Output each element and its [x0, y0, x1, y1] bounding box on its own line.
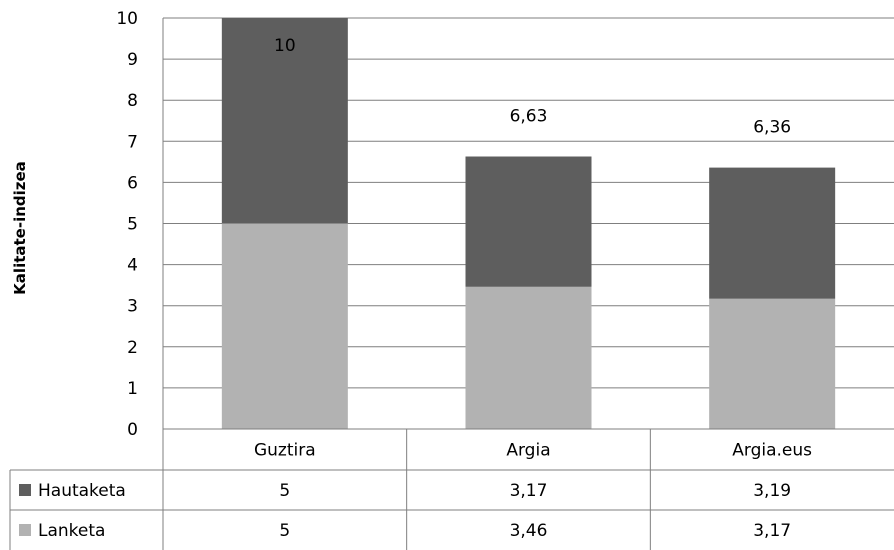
bar-hautaketa	[709, 167, 836, 299]
total-labels: 10 6,63 6,36	[274, 36, 791, 138]
y-tick-label: 7	[127, 132, 138, 152]
y-tick-label: 0	[127, 420, 138, 440]
table-value: 5	[279, 521, 290, 541]
total-label: 6,36	[753, 118, 791, 138]
axes: 0 1 2 3 4 5 6 7 8 9 10	[116, 9, 164, 440]
category-label: Guztira	[254, 441, 316, 461]
total-label: 6,63	[510, 107, 548, 127]
table-value: 3,46	[510, 521, 548, 541]
legend-swatch	[19, 524, 31, 536]
total-label: 10	[274, 36, 296, 56]
table-value: 3,17	[753, 521, 791, 541]
category-label: Argia.eus	[732, 441, 812, 461]
table-value: 3,17	[510, 481, 548, 501]
bar-lanketa	[221, 223, 348, 429]
category-label: Argia	[506, 441, 550, 461]
y-tick-label: 2	[127, 338, 138, 358]
y-tick-label: 4	[127, 256, 138, 276]
y-tick-label: 10	[116, 9, 138, 29]
table-value: 5	[279, 481, 290, 501]
legend-label: Hautaketa	[38, 481, 126, 501]
bar-hautaketa	[465, 156, 592, 287]
y-tick-label: 5	[127, 215, 138, 235]
bar-hautaketa	[221, 18, 348, 224]
y-tick-label: 1	[127, 379, 138, 399]
y-axis-title: Kalitate-indizea	[11, 161, 29, 295]
legend-label: Lanketa	[38, 521, 105, 541]
bar-lanketa	[709, 298, 836, 429]
y-tick-label: 3	[127, 297, 138, 317]
data-table: Guztira Argia Argia.eus Hautaketa 5 3,17 3,19 L…	[9, 428, 894, 550]
y-tick-label: 9	[127, 50, 138, 70]
table-value: 3,19	[753, 481, 791, 501]
legend-swatch	[19, 484, 31, 496]
bars	[221, 18, 836, 429]
bar-lanketa	[465, 286, 592, 429]
y-tick-label: 8	[127, 91, 138, 111]
y-tick-label: 6	[127, 173, 138, 193]
